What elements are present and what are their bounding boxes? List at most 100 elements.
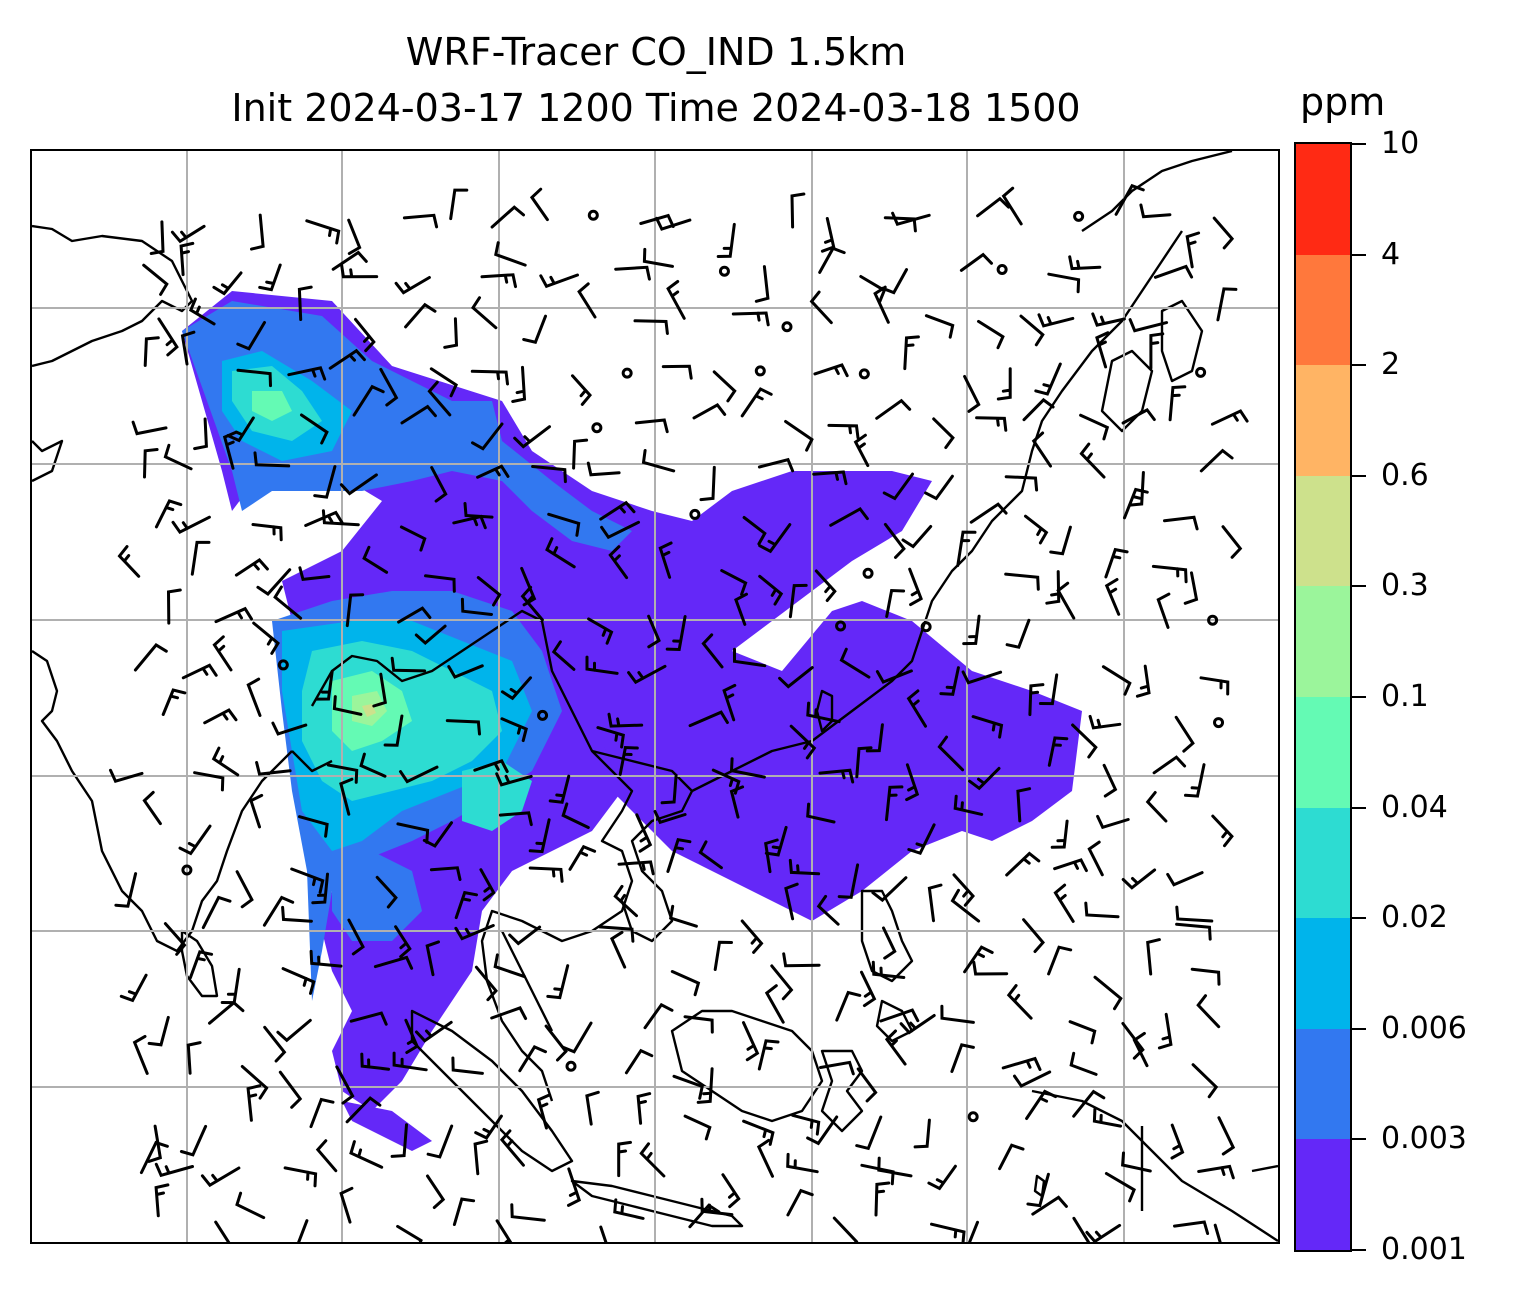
wind-barb [1095,331,1110,369]
wind-barb [400,404,437,425]
wind-barb [1028,683,1045,717]
wind-barb [713,940,733,971]
wind-barb [1085,1223,1122,1242]
colorbar-tick-label: 0.1 [1381,679,1429,714]
wind-calm-marker [1195,366,1207,378]
wind-barb [968,766,1001,791]
wind-barb [424,574,456,593]
wind-barb [585,655,619,675]
coastline-path [180,929,219,998]
wind-barb [740,387,773,418]
wind-barb [837,863,860,899]
wind-barb [907,823,936,856]
wind-barb [513,425,551,449]
wind-barb [447,664,484,679]
wind-barb [924,314,955,339]
wind-barb [1146,938,1161,976]
wind-barb [349,1140,384,1169]
wind-barb [480,273,517,289]
wind-barb [927,1164,957,1191]
wind-barb [1199,676,1230,696]
wind-barb [660,773,678,805]
wind-barb [236,321,266,351]
wind-barb [276,1018,312,1043]
wind-barb [500,717,528,743]
wind-barb [641,449,676,473]
colorbar-segment [1296,697,1350,808]
wind-barb [1191,1063,1219,1099]
coastline-path [500,930,554,1032]
wind-barb [1088,714,1122,730]
wind-barb [315,1139,338,1173]
coastline-path [1081,151,1233,232]
wind-calm-marker [587,209,599,221]
wind-barb [1047,272,1081,294]
wind-barb [474,1114,503,1140]
wind-barb [1049,525,1072,556]
wind-barb [818,246,846,274]
wind-barb [193,771,225,792]
wind-barb [498,811,533,827]
wind-barb [587,617,614,645]
wind-barb [339,473,378,496]
wind-barb [647,614,661,649]
wind-barb [599,500,636,521]
wind-barb [262,895,295,927]
wind-calm-marker [1213,717,1225,729]
wind-barb [856,1067,878,1103]
wind-barb [1217,1116,1236,1156]
wind-barb [607,712,644,728]
wind-barb [214,1220,231,1242]
wind-barb [855,746,873,779]
wind-barb [179,241,195,277]
colorbar-segment [1296,254,1350,366]
wind-barb [733,647,767,668]
wind-barb [963,945,994,974]
wind-barb [548,774,571,804]
wind-barb [820,217,836,253]
wind-barb [901,525,933,549]
wind-barb [1013,1070,1052,1088]
wind-barb [614,265,651,281]
plot-title-line2: Init 2024-03-17 1200 Time 2024-03-18 150… [231,86,1081,130]
wind-barb [347,218,362,255]
wind-barb [495,1219,513,1242]
wind-barb [567,1167,582,1207]
wind-barb [734,592,748,626]
wind-barb [546,964,570,1000]
wind-barb [968,1220,979,1242]
wind-calm-marker [1207,614,1219,626]
wind-barb [1135,664,1151,698]
wind-barb [1168,385,1187,422]
wind-barb [636,1092,652,1125]
wind-barb [454,890,478,920]
wind-barb [399,525,427,552]
tracer-plume-region [252,391,292,421]
wind-barb [633,319,669,335]
wind-barb [309,1097,335,1129]
coastline-path [570,1179,744,1228]
wind-barb [665,615,687,652]
wind-barb [618,745,639,776]
wind-barb [1104,1172,1136,1203]
wind-barb [454,924,495,941]
wind-barb [1185,231,1201,269]
wind-barb [1068,255,1102,271]
wind-barb [154,1183,170,1218]
wind-barb [345,593,365,628]
wind-barb [298,566,331,582]
wind-barb [212,271,243,296]
wind-barb [998,1143,1025,1171]
wind-barb [877,1156,913,1178]
wind-barb [885,588,906,618]
wind-barb [1084,901,1120,919]
colorbar-segment [1296,365,1350,476]
wind-barb [1190,967,1221,986]
wind-barb [1132,1031,1149,1068]
wind-barb [528,818,551,854]
wind-barb [1031,1195,1068,1216]
wind-barb [1071,723,1098,759]
wind-barb [1096,814,1130,830]
wind-barb [139,1140,169,1175]
wind-calm-marker [718,265,730,277]
